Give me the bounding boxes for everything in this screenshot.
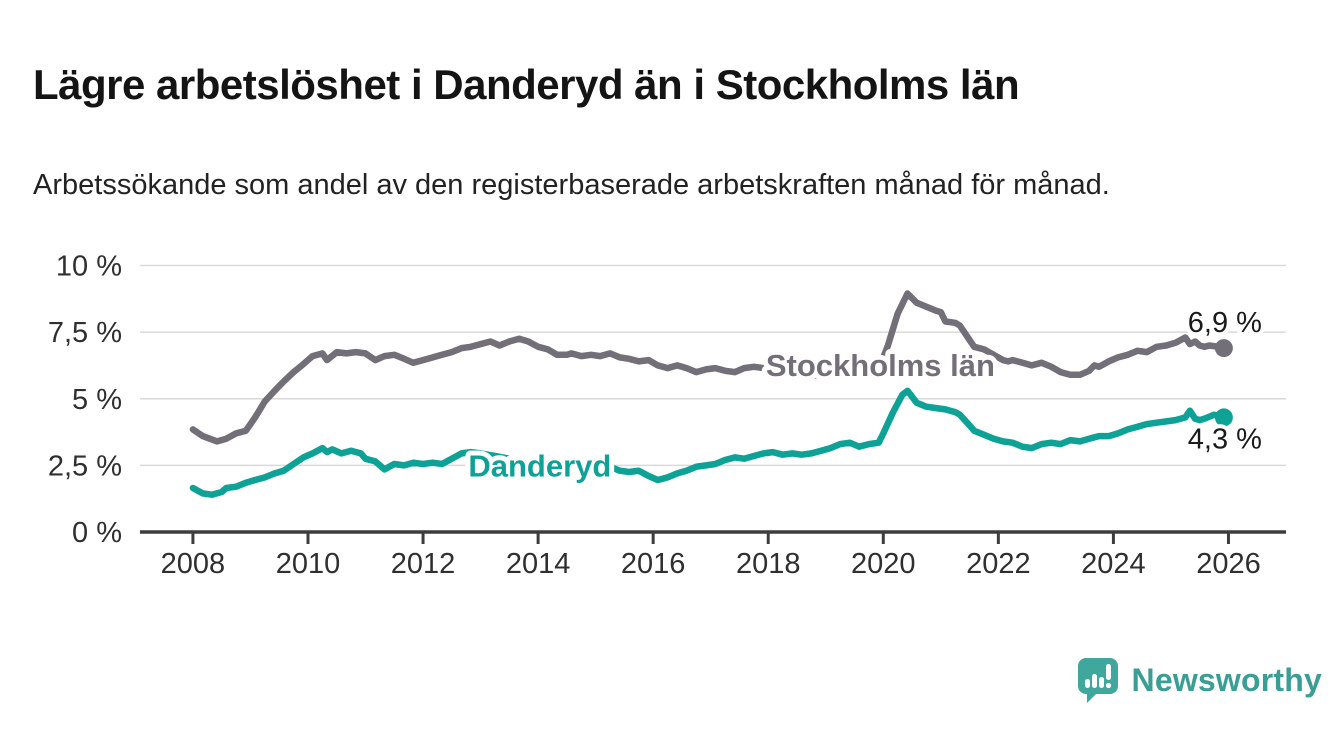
series-end-dot (1214, 339, 1233, 358)
series-end-value-label: 4,3 % (1188, 423, 1262, 455)
x-axis-label: 2022 (966, 548, 1031, 580)
series-end-value-label: 6,9 % (1188, 307, 1262, 339)
x-axis-label: 2014 (506, 548, 571, 580)
logo-bubble-shape (1077, 658, 1118, 703)
logo-exclamation-bar (1105, 664, 1111, 680)
newsworthy-bubble-chart-icon (1077, 658, 1118, 703)
x-axis-label: 2008 (161, 548, 226, 580)
series-inline-label-stockholms-län: Stockholms län (766, 348, 995, 383)
logo-bar-3 (1098, 677, 1104, 688)
x-axis-label: 2018 (736, 548, 801, 580)
x-axis-label: 2024 (1081, 548, 1146, 580)
y-axis-label: 7,5 % (48, 317, 122, 349)
x-axis-label: 2010 (276, 548, 341, 580)
newsworthy-logo: Newsworthy (1076, 656, 1322, 704)
chart-subtitle: Arbetssökande som andel av den registerb… (33, 169, 1110, 201)
y-axis-label: 10 % (56, 251, 122, 283)
y-axis-label: 0 % (72, 517, 122, 549)
series-line-stockholms-län (189, 290, 1228, 445)
logo-bar-1 (1084, 679, 1090, 688)
series-end-dot (1214, 408, 1233, 427)
y-axis-label: 5 % (72, 384, 122, 416)
series-line-danderyd (189, 387, 1228, 498)
logo-bar-2 (1091, 674, 1097, 688)
x-axis-label: 2012 (391, 548, 456, 580)
x-axis-label: 2020 (851, 548, 916, 580)
chart-title: Lägre arbetslöshet i Danderyd än i Stock… (33, 61, 1020, 109)
x-axis-label: 2026 (1196, 548, 1261, 580)
logo-exclamation-dot (1105, 682, 1111, 689)
series-inline-label-danderyd: Danderyd (468, 448, 611, 483)
brand-name: Newsworthy (1131, 661, 1322, 698)
x-axis-label: 2016 (621, 548, 686, 580)
y-axis-label: 2,5 % (48, 450, 122, 482)
